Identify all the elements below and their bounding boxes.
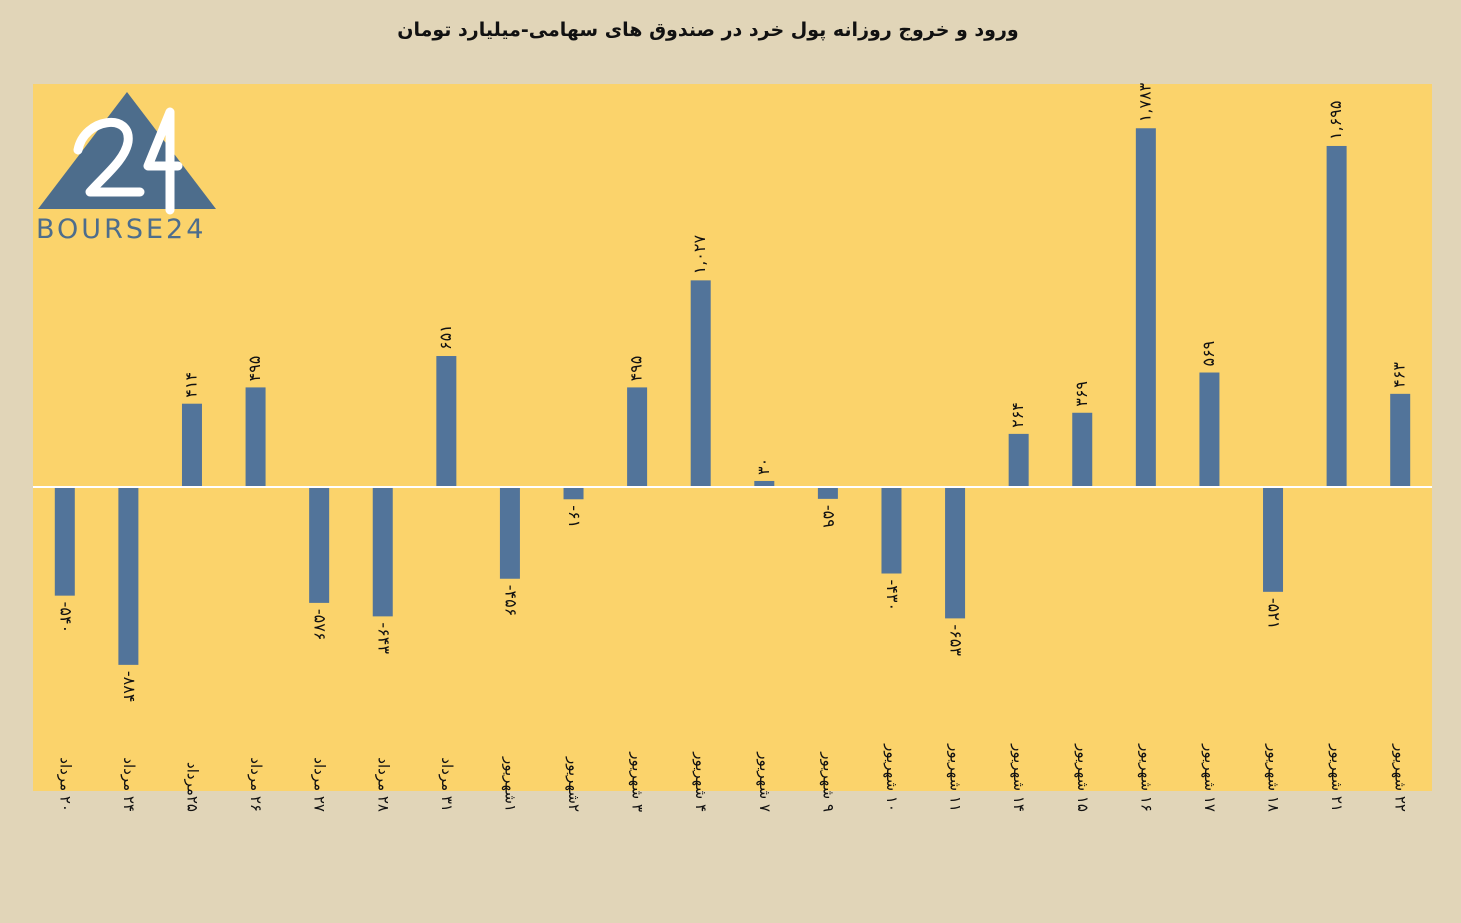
data-label-5: -۶۴۳ [374, 622, 393, 654]
data-labels-group: -۵۴۰ -۸۸۴ ۴۱۴ ۴۹۵ -۵۷۶ -۶۴۳ ۶۵۱ -۴۵۶ -۶۱ ۴۹۵ ۱,۰۲۷… [56, 82, 1408, 702]
bar-19 [1263, 487, 1284, 592]
bar-10 [690, 280, 711, 487]
data-label-12: -۵۹ [819, 505, 838, 528]
bar-8 [563, 487, 584, 500]
x-tick-label-16: ۱۵ شهریور [1074, 743, 1092, 812]
x-tick-label-5: ۲۸ مرداد [374, 757, 392, 812]
bar-5 [372, 487, 393, 617]
x-tick-label-8: ۲شهریور [565, 756, 583, 812]
bourse24-triangle-logo-icon [38, 92, 216, 215]
bar-20 [1326, 145, 1347, 487]
bar-21 [1390, 393, 1411, 487]
data-label-14: -۶۵۳ [947, 624, 966, 656]
x-tick-label-9: ۳ شهریور [629, 751, 647, 812]
data-label-3: ۴۹۵ [245, 356, 264, 382]
bar-13 [881, 487, 902, 574]
bar-2 [181, 403, 202, 487]
x-tick-label-17: ۱۶ شهریور [1137, 743, 1155, 812]
data-label-18: ۵۶۹ [1199, 341, 1218, 367]
data-label-11: ۳۰ [754, 458, 773, 475]
x-tick-label-10: ۴ شهریور [692, 751, 710, 812]
bar-18 [1199, 372, 1220, 487]
data-label-9: ۴۹۵ [627, 356, 646, 382]
x-tick-label-19: ۱۸ شهریور [1265, 743, 1283, 812]
bar-7 [499, 487, 520, 579]
x-tick-label-0: ۲۰ مرداد [56, 757, 74, 812]
x-tick-label-3: ۲۶ مرداد [247, 757, 265, 812]
x-tick-label-1: ۲۴ مرداد [120, 757, 138, 812]
data-label-6: ۶۵۱ [436, 324, 455, 350]
data-label-1: -۸۸۴ [120, 671, 139, 703]
bar-0 [54, 487, 75, 596]
data-label-4: -۵۷۶ [311, 609, 330, 641]
data-label-10: ۱,۰۲۷ [690, 235, 709, 275]
bar-14 [945, 487, 966, 619]
data-label-2: ۴۱۴ [181, 372, 200, 398]
bourse24-logo: BOURSE24 [36, 92, 216, 245]
x-tick-label-11: ۷ شهریور [756, 751, 774, 812]
bar-15 [1008, 433, 1029, 487]
x-tick-label-7: ۱شهریور [501, 756, 519, 812]
bar-11 [754, 480, 775, 487]
bar-3 [245, 387, 266, 487]
bar-16 [1072, 412, 1093, 487]
data-label-17: ۱,۷۸۳ [1135, 82, 1154, 122]
data-label-0: -۵۴۰ [56, 602, 75, 634]
bar-12 [817, 487, 838, 499]
plot-area [33, 84, 1432, 791]
x-tick-label-2: ۲۵مرداد [183, 762, 201, 812]
data-label-16: ۳۶۹ [1072, 381, 1091, 407]
bar-6 [436, 356, 457, 487]
data-label-21: ۴۶۳ [1390, 362, 1409, 388]
data-label-15: ۲۶۴ [1008, 402, 1027, 428]
bar-17 [1135, 128, 1156, 487]
logo-wordmark: BOURSE24 [36, 214, 206, 245]
data-label-19: -۵۲۱ [1265, 598, 1284, 630]
bar-1 [118, 487, 139, 665]
x-tick-label-12: ۹ شهریور [819, 751, 837, 812]
chart-title: ورود و خروج روزانه پول خرد در صندوق های … [397, 19, 1018, 41]
x-tick-label-13: ۱۰ شهریور [883, 743, 901, 812]
x-axis-tick-labels: ۲۰ مرداد ۲۴ مرداد ۲۵مرداد ۲۶ مرداد ۲۷ مرداد ۲… [56, 743, 1409, 812]
data-label-13: -۴۳۰ [883, 580, 902, 612]
x-tick-label-18: ۱۷ شهریور [1201, 743, 1219, 812]
bar-4 [309, 487, 330, 603]
data-label-20: ۱,۶۹۵ [1326, 100, 1345, 139]
x-tick-label-20: ۲۱ شهریور [1328, 743, 1346, 812]
x-tick-label-14: ۱۱ شهریور [947, 743, 965, 812]
bars-group [54, 128, 1411, 665]
x-tick-label-6: ۳۱ مرداد [438, 757, 456, 812]
x-tick-label-4: ۲۷ مرداد [311, 757, 329, 812]
x-tick-label-15: ۱۴ شهریور [1010, 743, 1028, 812]
data-label-7: -۴۵۶ [501, 585, 520, 617]
data-label-8: -۶۱ [565, 505, 584, 528]
x-tick-label-21: ۲۲ شهریور [1392, 743, 1410, 812]
bar-9 [627, 387, 648, 487]
